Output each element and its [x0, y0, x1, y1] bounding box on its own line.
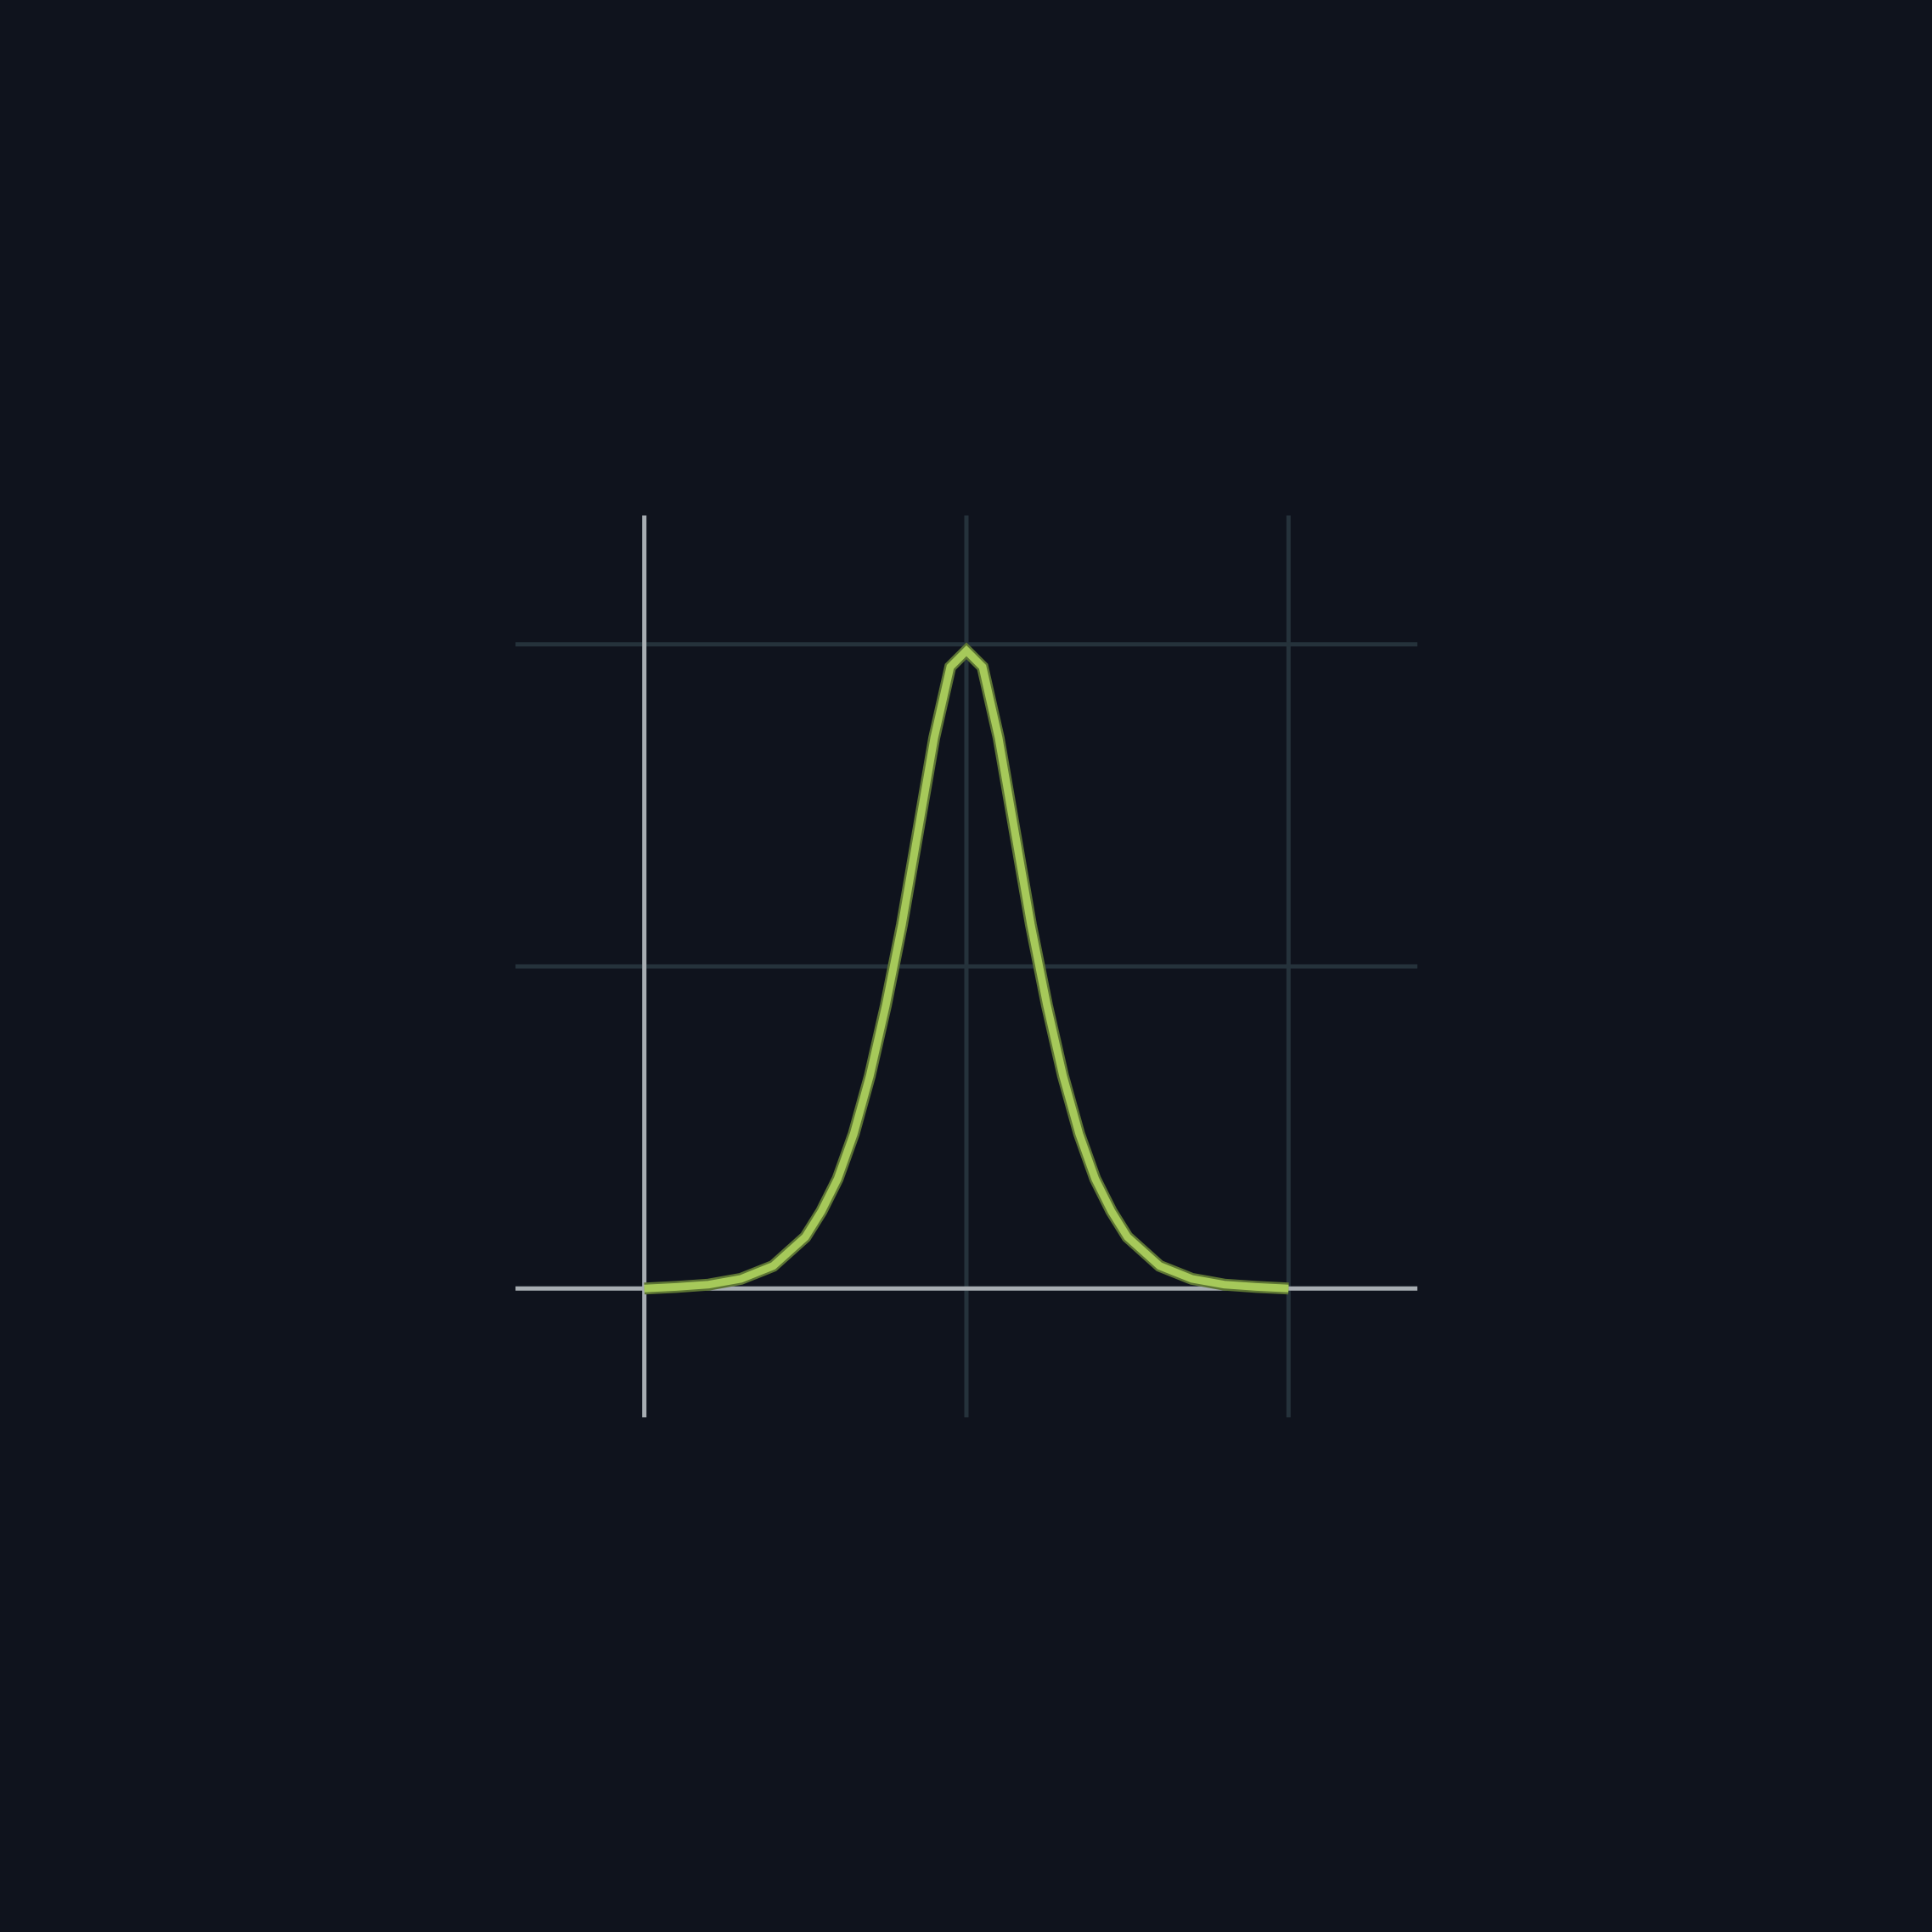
series-layer [644, 642, 1289, 1295]
series-line-0 [644, 645, 1289, 1293]
